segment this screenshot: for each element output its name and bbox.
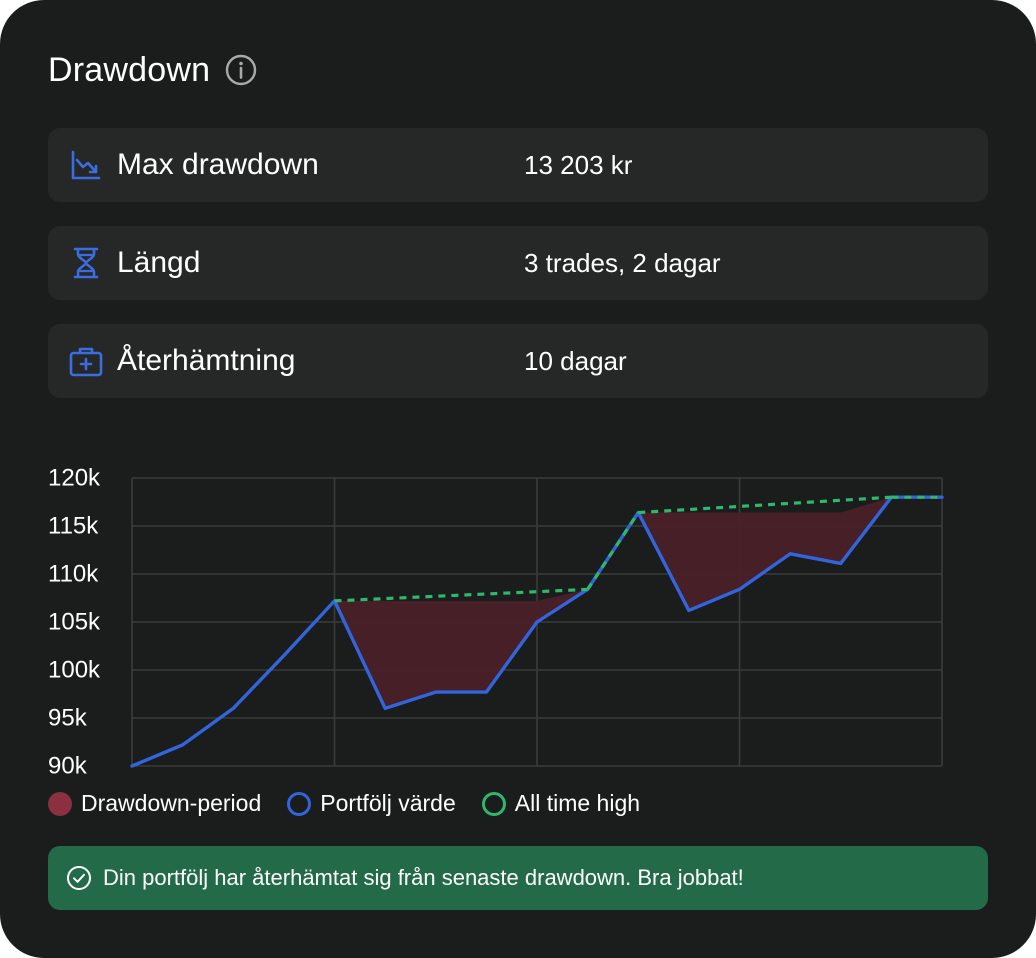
drawdown-area [638,497,892,611]
y-tick-label: 105k [48,609,101,636]
all-time-high-line [586,511,640,591]
check-circle-icon [67,866,91,890]
card-title: Drawdown [48,50,211,89]
portfolio-swatch [287,791,312,816]
banner-text: Din portfölj har återhämtat sig från sen… [103,865,744,890]
y-tick-label: 90k [48,753,88,780]
info-icon[interactable] [224,53,258,87]
legend-label: Drawdown-period [81,790,262,816]
y-tick-label: 110k [48,561,99,588]
stat-value: 13 203 kr [524,149,633,180]
chart-legend: Drawdown-period Portfölj värde All time … [48,790,666,817]
drawdown-swatch [48,791,72,816]
trending-down-icon [71,150,101,180]
legend-label: Portfölj värde [320,790,456,816]
ath-swatch [481,791,506,816]
legend-item-ath: All time high [481,790,641,817]
recovery-banner: Din portfölj har återhämtat sig från sen… [48,846,988,910]
stat-value: 3 trades, 2 dagar [524,247,721,278]
stat-label: Max drawdown [117,148,319,181]
legend-label: All time high [514,790,641,816]
all-time-high-line [638,495,892,515]
portfolio-value-line [130,495,944,768]
all-time-high-line [334,587,588,603]
first-aid-kit-icon [69,347,103,377]
y-tick-label: 100k [48,657,101,684]
y-tick-label: 115k [48,513,99,540]
card-header: Drawdown [48,46,258,94]
legend-item-portfolio: Portfölj värde [287,790,456,817]
y-tick-label: 95k [48,705,88,732]
stat-label: Återhämtning [117,344,296,377]
stat-value: 10 dagar [524,345,627,376]
stat-row-length: Längd 3 trades, 2 dagar [48,226,988,300]
hourglass-icon [73,247,99,279]
y-tick-label: 120k [48,465,101,492]
drawdown-area [334,589,588,709]
stat-row-max-drawdown: Max drawdown 13 203 kr [48,128,988,202]
stat-row-recovery: Återhämtning 10 dagar [48,324,988,398]
legend-item-drawdown: Drawdown-period [48,790,261,817]
drawdown-chart: 120k 115k 110k 105k 100k 95k 90k [48,465,944,780]
stat-label: Längd [117,246,201,279]
